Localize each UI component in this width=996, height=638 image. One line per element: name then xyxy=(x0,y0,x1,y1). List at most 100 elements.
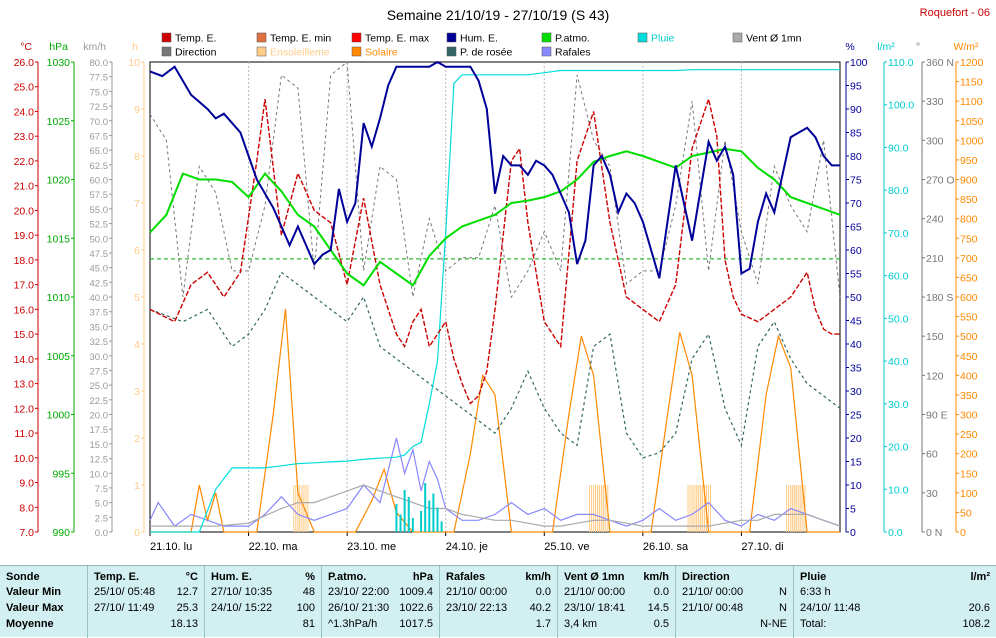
right-tick-label: 70.0 xyxy=(888,228,909,240)
x-tick-label: 21.10. lu xyxy=(150,541,192,553)
right-tick-label: 400 xyxy=(960,370,978,382)
right-tick-label: 1150 xyxy=(960,77,983,89)
summary-row: 27/10/ 11:49 25.3 xyxy=(94,600,198,616)
summary-header: Vent Ø 1mn km/h xyxy=(564,569,669,584)
summary-row: Valeur Max xyxy=(6,600,81,616)
left-tick-label: 0 xyxy=(134,527,140,539)
summary-cell-value: 1022.6 xyxy=(399,602,433,614)
left-tick-label: 5.0 xyxy=(95,499,108,510)
summary-row: 23/10/ 22:00 1009.4 xyxy=(328,584,433,600)
legend-swatch xyxy=(732,32,743,43)
summary-header: P.atmo. hPa xyxy=(328,569,433,584)
summary-cell-value: 108.2 xyxy=(962,618,990,630)
summary-cell-label: 24/10/ 11:48 xyxy=(800,602,861,614)
x-tick-label: 26.10. sa xyxy=(643,541,689,553)
left-tick-label: 1020 xyxy=(47,175,71,187)
summary-row: 25/10/ 05:48 12.7 xyxy=(94,584,198,600)
right-tick-label: 270 O xyxy=(926,175,955,187)
right-tick-label: 150 xyxy=(926,331,944,343)
summary-header: Hum. E.% xyxy=(211,569,315,584)
right-tick-label: 550 xyxy=(960,312,978,324)
summary-header-unit: % xyxy=(305,570,315,583)
plot-frame xyxy=(149,61,841,533)
series-line-p-de-ros-e xyxy=(149,271,841,459)
right-tick-label: 850 xyxy=(960,194,978,206)
summary-column: P.atmo. hPa 23/10/ 22:00 1009.4 26/10/ 21:30… xyxy=(322,566,440,638)
summary-cell-value: 18.13 xyxy=(170,618,198,630)
right-tick-label: 20.0 xyxy=(888,442,909,454)
left-tick-label: 9 xyxy=(134,104,140,116)
summary-row: 21/10/ 00:00 N xyxy=(682,584,787,600)
summary-row: ^1.3hPa/h 1017.5 xyxy=(328,616,433,632)
summary-header-unit: hPa xyxy=(412,570,433,583)
left-tick-label: 55.0 xyxy=(90,205,109,216)
right-tick-label: 30 xyxy=(850,386,862,398)
right-tick-label: 60.0 xyxy=(888,271,909,283)
summary-cell-value: 100 xyxy=(296,602,315,614)
left-tick-label: 10 xyxy=(128,57,140,69)
right-axis-unit: ° xyxy=(916,41,920,53)
left-tick-label: 37.5 xyxy=(90,308,109,319)
right-tick-label: 1050 xyxy=(960,116,984,128)
right-tick-label: 50.0 xyxy=(888,313,909,325)
right-tick-label: 30 xyxy=(926,488,938,500)
summary-header-label: Temp. E. xyxy=(94,570,140,583)
right-tick-label: 700 xyxy=(960,253,978,265)
left-tick-label: 2.5 xyxy=(95,513,108,524)
left-tick-label: 1000 xyxy=(47,410,71,422)
left-tick-label: 18.0 xyxy=(14,255,35,267)
right-tick-label: 0 xyxy=(850,527,856,539)
right-tick-label: 300 xyxy=(926,135,944,147)
summary-column: Pluie l/m² 6:33 h 24/10/ 11:48 20.6 Total: 108… xyxy=(794,566,996,638)
summary-row: Valeur Min xyxy=(6,584,81,600)
left-tick-label: 65.0 xyxy=(90,146,109,157)
right-tick-label: 100.0 xyxy=(888,100,914,112)
right-tick-label: 25 xyxy=(850,410,862,422)
left-tick-label: 21.0 xyxy=(14,181,35,193)
summary-header-unit: km/h xyxy=(525,570,551,583)
summary-cell-label: Moyenne xyxy=(6,618,54,630)
left-tick-label: 1025 xyxy=(47,116,71,128)
summary-column: Hum. E.% 27/10/ 10:35 48 24/10/ 15:22 100 81 xyxy=(205,566,322,638)
legend-swatch xyxy=(161,32,172,43)
left-tick-label: 15.0 xyxy=(14,329,35,341)
left-tick-label: 9.0 xyxy=(19,478,34,490)
left-tick-label: 23.0 xyxy=(14,131,35,143)
right-tick-label: 360 N xyxy=(926,57,954,69)
left-tick-label: 22.0 xyxy=(14,156,35,168)
summary-cell-label: 6:33 h xyxy=(800,586,831,598)
left-tick-label: 8.0 xyxy=(19,502,34,514)
left-tick-label: 11.0 xyxy=(14,428,34,440)
summary-header: Pluie l/m² xyxy=(800,569,990,584)
right-tick-label: 5 xyxy=(850,504,856,516)
summary-row: 21/10/ 00:48 N xyxy=(682,600,787,616)
legend-swatch xyxy=(256,32,267,43)
summary-cell-label: 24/10/ 15:22 xyxy=(211,602,273,614)
summary-column: Rafales km/h 21/10/ 00:00 0.0 23/10/ 22:13 40… xyxy=(440,566,558,638)
right-tick-label: 1000 xyxy=(960,135,984,147)
summary-header: Sonde xyxy=(6,569,81,584)
right-tick-label: 1200 xyxy=(960,57,984,69)
left-tick-label: 45.0 xyxy=(90,264,109,275)
summary-row: 18.13 xyxy=(94,616,198,632)
right-tick-label: 350 xyxy=(960,390,978,402)
left-tick-label: 2 xyxy=(134,433,140,445)
summary-cell-label: 23/10/ 22:13 xyxy=(446,602,508,614)
summary-row: 6:33 h xyxy=(800,584,990,600)
left-tick-label: 14.0 xyxy=(14,354,35,366)
summary-cell-value: 48 xyxy=(302,586,315,598)
series-line-hum-e- xyxy=(149,60,840,279)
summary-cell-value: N xyxy=(779,602,787,614)
left-tick-label: 1005 xyxy=(47,351,71,363)
series-line-vent-1mn xyxy=(150,484,841,527)
right-tick-label: 90 E xyxy=(926,410,948,422)
legend-label: Temp. E. min xyxy=(270,33,331,45)
right-tick-label: 900 xyxy=(960,175,978,187)
summary-header: Rafales km/h xyxy=(446,569,551,584)
left-axis-unit: km/h xyxy=(83,41,106,53)
summary-cell-value: 20.6 xyxy=(968,602,990,614)
left-tick-label: 995 xyxy=(52,468,70,480)
summary-cell-label: Total: xyxy=(800,618,827,630)
right-tick-label: 55 xyxy=(850,269,862,281)
right-tick-label: 15 xyxy=(850,457,862,469)
